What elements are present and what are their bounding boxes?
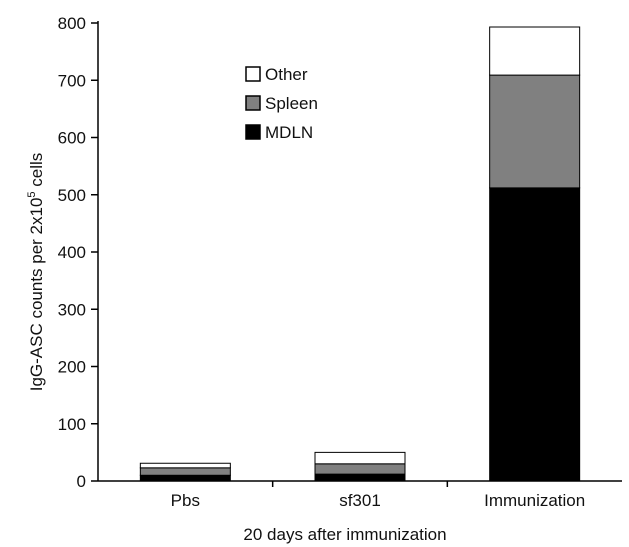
- y-tick-label: 300: [58, 300, 86, 319]
- y-axis-title-suffix: cells: [27, 153, 46, 192]
- bar-segment-mdln: [139, 474, 231, 482]
- bar-segment-spleen: [139, 467, 231, 476]
- y-tick-label: 100: [58, 415, 86, 434]
- bars: [139, 26, 581, 482]
- y-tick-label: 500: [58, 186, 86, 205]
- y-tick-label: 600: [58, 129, 86, 148]
- legend-label-spleen: Spleen: [265, 94, 318, 113]
- bar-segment-spleen: [489, 74, 581, 189]
- bar-segment-other: [139, 462, 231, 469]
- x-tick-label: Pbs: [171, 491, 200, 510]
- legend: Other Spleen MDLN: [245, 65, 318, 142]
- x-axis: Pbs sf301 Immunization: [98, 480, 622, 510]
- legend-swatch-mdln: [245, 124, 261, 140]
- y-tick-label: 700: [58, 71, 86, 90]
- x-tick-label: Immunization: [484, 491, 585, 510]
- bar-segment-other: [314, 451, 406, 465]
- y-tick-label: 400: [58, 243, 86, 262]
- y-tick-label: 0: [77, 472, 86, 491]
- y-axis-title: IgG-ASC counts per 2x105 cells: [26, 153, 46, 392]
- y-axis-title-main: IgG-ASC counts per 2x10: [27, 198, 46, 392]
- x-axis-title: 20 days after immunization: [243, 525, 446, 544]
- legend-label-other: Other: [265, 65, 308, 84]
- x-tick-label: sf301: [339, 491, 381, 510]
- y-tick-label: 200: [58, 358, 86, 377]
- y-axis-title-superscript: 5: [26, 191, 38, 197]
- y-tick-label: 800: [58, 14, 86, 33]
- bar-segment-mdln: [314, 473, 406, 482]
- legend-swatch-other: [245, 66, 261, 82]
- legend-label-mdln: MDLN: [265, 123, 313, 142]
- bar-segment-spleen: [314, 463, 406, 475]
- bar-segment-mdln: [489, 187, 581, 482]
- legend-swatch-spleen: [245, 95, 261, 111]
- y-axis: 0 100 200 300 400 500 600 700 800: [58, 14, 99, 491]
- bar-segment-other: [489, 26, 581, 76]
